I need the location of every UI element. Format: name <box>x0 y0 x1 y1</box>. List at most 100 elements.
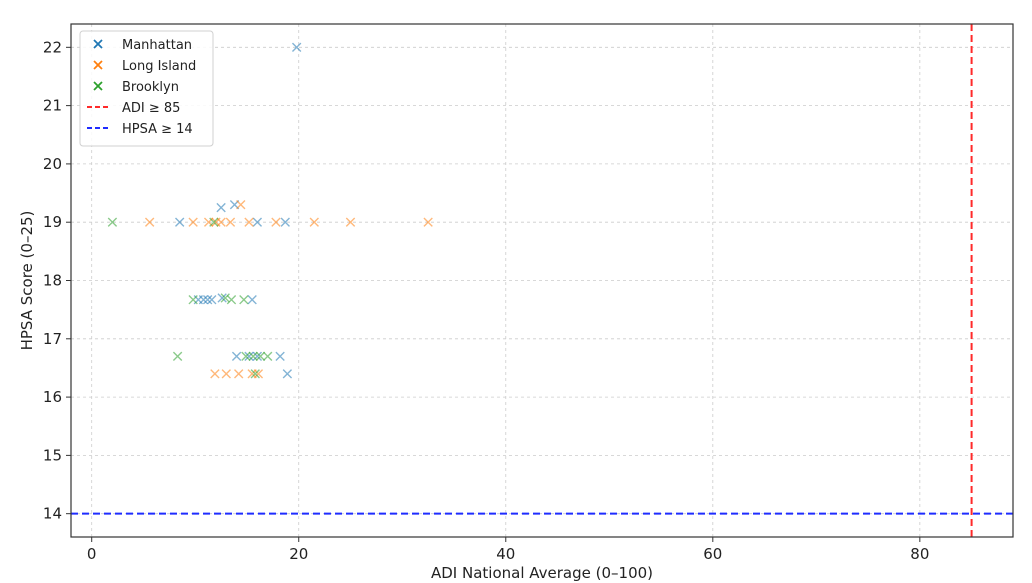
point-stroke <box>252 217 263 227</box>
y-tick-label: 19 <box>43 213 62 231</box>
point-manhattan <box>231 351 242 361</box>
point-brooklyn <box>226 295 237 305</box>
point-stroke <box>188 217 198 227</box>
point-stroke <box>282 369 293 379</box>
y-tick-label: 14 <box>43 505 62 523</box>
legend-marker-long-island <box>93 60 103 70</box>
legend-marker-stroke <box>93 81 103 91</box>
point-manhattan <box>202 295 213 305</box>
point-manhattan <box>252 217 263 227</box>
point-long-island <box>271 217 281 227</box>
point-long-island <box>225 217 236 227</box>
point-stroke <box>207 295 217 305</box>
point-manhattan <box>291 42 302 53</box>
point-stroke <box>226 295 237 305</box>
point-stroke <box>244 217 254 227</box>
point-stroke <box>241 351 251 361</box>
point-stroke <box>309 217 319 227</box>
y-tick-label: 17 <box>43 330 62 348</box>
point-long-island <box>234 369 244 379</box>
point-manhattan <box>244 351 254 361</box>
point-brooklyn <box>188 295 198 305</box>
legend-label-brooklyn: Brooklyn <box>122 80 179 95</box>
point-stroke <box>247 295 257 305</box>
x-tick-label: 60 <box>703 545 722 563</box>
y-tick-label: 22 <box>43 38 62 56</box>
point-manhattan <box>217 293 227 303</box>
point-manhattan <box>216 202 226 213</box>
point-brooklyn <box>241 351 251 361</box>
point-brooklyn <box>209 217 219 227</box>
x-tick-label: 80 <box>910 545 929 563</box>
point-brooklyn <box>220 293 230 303</box>
point-stroke <box>144 217 155 227</box>
point-stroke <box>174 217 185 227</box>
point-stroke <box>271 217 281 227</box>
point-stroke <box>255 351 266 361</box>
point-stroke <box>423 217 433 227</box>
point-stroke <box>252 351 263 361</box>
legend-label-hpsa-14: HPSA ≥ 14 <box>122 122 193 137</box>
point-long-island <box>221 369 231 379</box>
point-manhattan <box>198 295 209 305</box>
point-stroke <box>220 293 230 303</box>
point-long-island <box>188 217 198 227</box>
point-long-island <box>236 200 246 210</box>
point-brooklyn <box>107 217 118 227</box>
legend-marker-stroke <box>93 60 103 70</box>
point-brooklyn <box>239 295 249 305</box>
point-stroke <box>253 369 264 379</box>
point-stroke <box>209 217 219 227</box>
legend: Manhattan Long Island Brooklyn ADI ≥ 85 HPSA… <box>79 30 214 147</box>
point-manhattan <box>207 295 217 305</box>
legend-label-adi-85: ADI ≥ 85 <box>122 101 180 116</box>
point-long-island <box>144 217 155 227</box>
point-stroke <box>280 217 290 227</box>
point-long-island <box>244 217 254 227</box>
legend-box <box>79 30 214 147</box>
legend-marker-manhattan <box>93 39 103 49</box>
reference-lines <box>71 24 1013 537</box>
point-stroke <box>210 369 220 379</box>
legend-label-manhattan: Manhattan <box>122 38 192 53</box>
point-stroke <box>248 351 258 361</box>
x-axis-ticks: 0 20 40 60 80 <box>87 537 929 563</box>
point-stroke <box>188 295 198 305</box>
grid <box>71 24 1013 537</box>
point-brooklyn <box>172 351 183 361</box>
point-stroke <box>216 217 226 227</box>
y-tick-label: 18 <box>43 272 62 290</box>
x-tick-label: 20 <box>289 545 308 563</box>
point-stroke <box>239 295 249 305</box>
point-stroke <box>198 295 209 305</box>
point-long-island <box>216 217 226 227</box>
point-stroke <box>275 351 285 361</box>
point-stroke <box>250 369 260 379</box>
point-stroke <box>262 351 273 361</box>
point-manhattan <box>280 217 290 227</box>
x-axis-label: ADI National Average (0–100) <box>431 564 653 582</box>
point-long-island <box>210 369 220 379</box>
point-long-island <box>253 369 264 379</box>
point-stroke <box>231 351 242 361</box>
point-brooklyn <box>262 351 273 361</box>
point-stroke <box>202 295 213 305</box>
point-manhattan <box>174 217 185 227</box>
point-long-island <box>309 217 319 227</box>
point-stroke <box>172 351 183 361</box>
y-tick-label: 15 <box>43 446 62 464</box>
point-stroke <box>107 217 118 227</box>
y-tick-label: 20 <box>43 155 62 173</box>
point-stroke <box>221 369 231 379</box>
point-stroke <box>345 217 356 227</box>
legend-marker-stroke <box>93 39 103 49</box>
x-tick-label: 0 <box>87 545 97 563</box>
point-brooklyn <box>250 369 260 379</box>
point-stroke <box>291 42 302 53</box>
point-stroke <box>225 217 236 227</box>
x-tick-label: 40 <box>496 545 515 563</box>
y-tick-label: 16 <box>43 388 62 406</box>
point-manhattan <box>247 295 257 305</box>
point-manhattan <box>252 351 263 361</box>
